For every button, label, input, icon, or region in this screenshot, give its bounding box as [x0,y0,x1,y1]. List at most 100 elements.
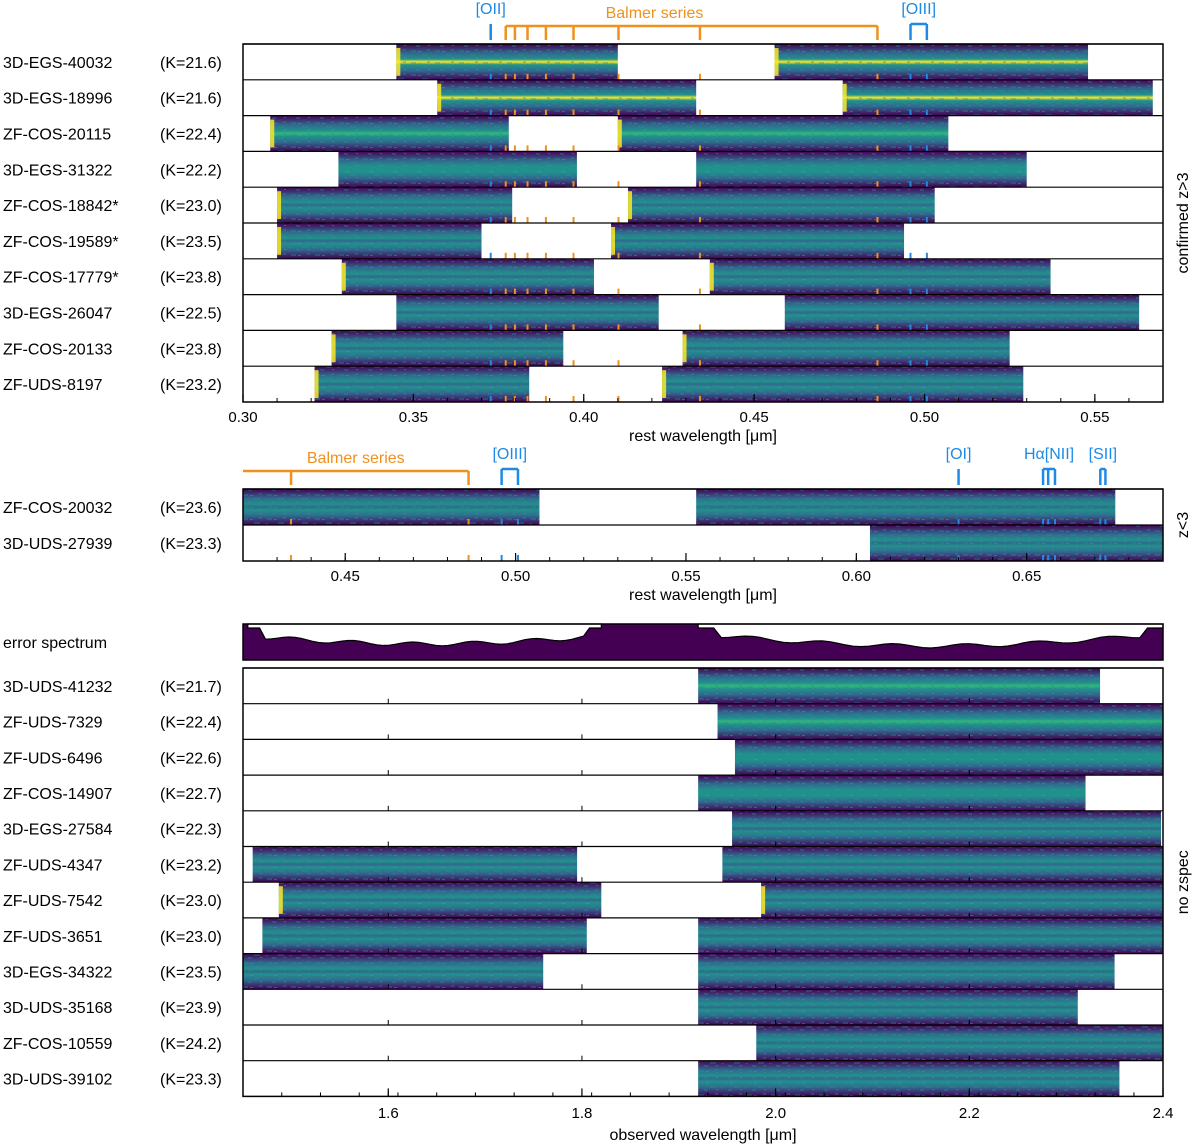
spectrum-noise [243,953,544,990]
spectrum-noise [338,151,577,188]
oxygen-label: [OII] [476,1,506,18]
edge-glow [628,191,633,219]
edge-glow [842,83,847,112]
x-tick-label: 1.6 [378,1105,399,1122]
spectrum-noise [698,953,1115,990]
row-label-name: ZF-COS-20115 [3,127,111,144]
row-label-k: (K=22.4) [160,127,222,144]
x-tick-label: 0.45 [331,568,360,585]
row-label-name: 3D-EGS-31322 [3,162,112,179]
edge-glow [682,334,687,363]
spectrum-row [341,258,1051,295]
row-label-k: (K=23.8) [160,270,222,287]
row-label-name: ZF-COS-10559 [3,1036,112,1053]
x-tick-label: 2.2 [959,1105,980,1122]
spectrum-row [314,366,1024,402]
x-axis-title: rest wavelength [μm] [629,428,777,445]
x-tick-label: 1.8 [572,1105,593,1122]
x-axis-title: observed wavelength [μm] [609,1127,796,1144]
row-label-k: (K=23.3) [160,1072,222,1089]
spectrum-row [338,151,1027,188]
spectrum-noise [756,1025,1163,1061]
oxygen-bracket [909,22,929,40]
spectrum-row [278,882,1163,918]
x-tick-label: 0.45 [740,409,769,426]
row-label-k: (K=22.4) [160,715,222,732]
spectrum-row [734,739,1163,776]
row-label-name: 3D-UDS-41232 [3,679,112,696]
edge-glow [617,119,622,148]
spectrum-noise [698,775,1086,811]
side-label: confirmed z>3 [1175,172,1192,273]
row-label-name: ZF-UDS-7329 [3,715,103,732]
edge-glow [331,334,336,363]
x-tick-label: 2.4 [1153,1105,1174,1122]
spectrum-noise [698,1060,1120,1097]
edge-glow [662,370,667,398]
edge-glow [341,262,346,291]
x-axis [242,394,1164,402]
spectrum-noise [774,44,1089,80]
balmer-label: Balmer series [307,450,405,467]
x-tick-label: 0.60 [842,568,871,585]
row-label-k: (K=23.5) [160,234,222,251]
row-label-k: (K=22.5) [160,306,222,323]
row-label-name: 3D-EGS-34322 [3,964,112,981]
spectrum-noise [331,330,564,367]
x-tick-label: 0.65 [1012,568,1041,585]
spectrum-noise [698,917,1163,954]
edge-glow [277,227,282,255]
row-label-name: ZF-COS-19589* [3,234,119,251]
row-label-k: (K=21.6) [160,91,222,108]
x-tick-label: 0.30 [228,409,257,426]
oxygen-label: [OIII] [901,1,936,18]
edge-glow [709,262,714,291]
error-spectrum [242,623,1164,661]
spectrum-noise [628,187,935,223]
spectrum-noise [243,489,540,525]
spectrum-noise [734,739,1163,776]
row-label-k: (K=23.8) [160,341,222,358]
row-label-name: ZF-UDS-8197 [3,377,103,394]
error-curve [247,623,602,647]
row-label-k: (K=22.6) [160,750,222,767]
row-label-name: 3D-EGS-26047 [3,306,112,323]
spectrum-noise [761,882,1163,918]
spectrum-row [277,187,935,223]
spectrum-row [869,525,1163,561]
edge-glow [611,227,615,255]
spectrum-noise [842,79,1153,116]
row-label-name: ZF-COS-18842* [3,198,119,215]
row-label-name: ZF-COS-17779* [3,270,119,287]
oxygen-bracket [500,467,520,485]
side-label: no zspec [1175,850,1192,914]
edge-glow [278,886,283,914]
row-label-k: (K=23.0) [160,929,222,946]
x-tick-label: 2.0 [765,1105,786,1122]
spectrum-noise [784,294,1140,331]
panel-frame [242,488,1164,562]
row-label-k: (K=22.2) [160,162,222,179]
edge-glow [314,370,319,398]
spectrum-row [396,294,1140,331]
row-label-k: (K=23.9) [160,1000,222,1017]
spectrum-noise [278,882,602,918]
side-label: z<3 [1175,512,1192,538]
row-label-name: ZF-COS-20133 [3,341,112,358]
spectrum-noise [262,917,587,954]
spectrum-row [698,775,1086,811]
oxygen-bracket [1099,467,1107,485]
panel-nozspec [242,623,1164,1098]
row-label-k: (K=23.2) [160,857,222,874]
spectrum-noise [709,258,1051,295]
row-label-k: (K=22.7) [160,786,222,803]
oxygen-label: [SII] [1089,446,1117,463]
row-label-name: ZF-COS-20032 [3,500,112,517]
panel-confirmed [242,43,1164,403]
spectrum-row [243,489,1116,525]
spectrum-row [437,79,1153,116]
x-tick-label: 0.50 [910,409,939,426]
spectrum-noise [696,489,1116,525]
row-label-k: (K=23.0) [160,198,222,215]
spectrum-row [717,703,1163,740]
